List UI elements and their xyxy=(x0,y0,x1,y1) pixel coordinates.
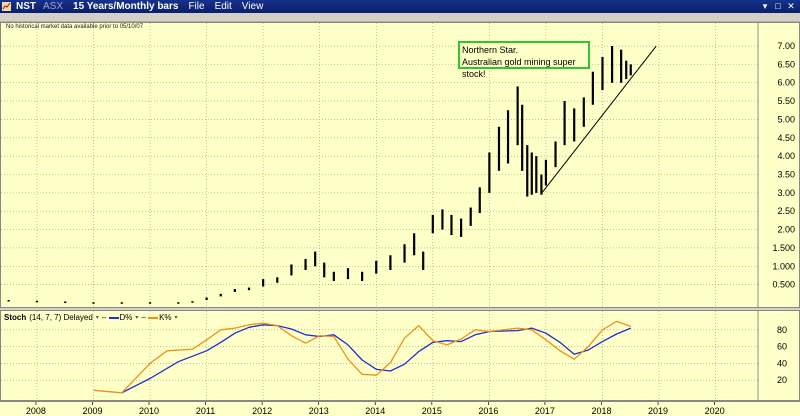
time-tick-label: 2012 xyxy=(252,406,272,416)
d-label: D% xyxy=(119,313,133,322)
time-axis-labels: 2008 2009 2010 2011 2012 2013 2014 2015 2016 2017… xyxy=(26,402,725,416)
time-tick-label: 2010 xyxy=(139,406,159,416)
menu-view[interactable]: View xyxy=(241,1,264,12)
stochastic-panel[interactable]: 20 40 60 80 xyxy=(0,310,800,401)
annotation-line-1: Northern Star. xyxy=(462,45,519,55)
price-tick-label: 2.50 xyxy=(777,206,795,216)
time-tick-label: 2009 xyxy=(82,406,102,416)
price-chart: 0.500 1.000 1.500 2.00 2.50 3.00 3.50 4.00 4.50 5… xyxy=(1,23,795,307)
chart-icon xyxy=(2,2,11,11)
price-tick-label: 3.50 xyxy=(777,170,795,180)
k-line xyxy=(93,320,632,394)
price-tick-label: 6.00 xyxy=(777,78,795,88)
annotation-box[interactable]: Northern Star. Australian gold mining su… xyxy=(458,41,590,79)
annotation-line-2: Australian gold mining super stock! xyxy=(462,57,576,79)
symbol-label[interactable]: NST xyxy=(16,1,36,12)
time-tick-label: 2017 xyxy=(535,406,555,416)
price-tick-label: 2.00 xyxy=(777,225,795,235)
time-tick-label: 2014 xyxy=(365,406,385,416)
time-tick-label: 2015 xyxy=(422,406,442,416)
time-tick-label: 2020 xyxy=(705,406,725,416)
time-tick-label: 2016 xyxy=(478,406,498,416)
window-buttons: ▾ □ ✕ xyxy=(760,1,796,11)
time-tick-label: 2008 xyxy=(26,406,46,416)
price-tick-label: 5.50 xyxy=(777,96,795,106)
stochastic-legend[interactable]: Stoch (14, 7, 7) Delayed ▾ – D% ▾ – K% ▾ xyxy=(4,312,178,323)
menu-file[interactable]: File xyxy=(188,1,205,12)
price-tick-label: 4.50 xyxy=(777,133,795,143)
stoch-tick-label: 20 xyxy=(777,375,787,385)
interval-label[interactable]: 15 Years/Monthly bars xyxy=(73,1,179,12)
title-bar[interactable]: NST ASX 15 Years/Monthly bars File Edit … xyxy=(0,0,800,13)
price-tick-label: 4.00 xyxy=(777,151,795,161)
symbol-area[interactable]: NST ASX 15 Years/Monthly bars xyxy=(0,0,183,13)
stoch-tick-label: 60 xyxy=(777,342,787,352)
data-availability-note: No historical market data available prio… xyxy=(6,24,144,30)
d-line xyxy=(121,324,632,394)
tool-strip xyxy=(0,13,800,22)
price-panel[interactable]: 0.500 1.000 1.500 2.00 2.50 3.00 3.50 4.00 4.50 5… xyxy=(0,22,800,308)
price-tick-label: 7.00 xyxy=(777,41,795,51)
menu-edit[interactable]: Edit xyxy=(214,1,232,12)
dropdown-icon[interactable]: ▾ xyxy=(174,315,178,321)
price-tick-label: 3.00 xyxy=(777,188,795,198)
dropdown-icon[interactable]: ▾ xyxy=(95,315,99,321)
indicator-params: (14, 7, 7) Delayed xyxy=(29,313,93,322)
k-swatch-icon xyxy=(148,316,159,319)
time-axis: 2008 2009 2010 2011 2012 2013 2014 2015 2016 2017… xyxy=(0,401,800,416)
price-tick-label: 1.000 xyxy=(772,261,795,271)
stoch-tick-label: 40 xyxy=(777,358,787,368)
stochastic-chart: 20 40 60 80 xyxy=(1,311,787,400)
price-tick-label: 1.500 xyxy=(772,243,795,253)
close-icon[interactable]: ✕ xyxy=(787,1,795,11)
trendline xyxy=(541,45,657,194)
exchange-label: ASX xyxy=(43,1,64,12)
dropdown-icon[interactable]: ▾ xyxy=(135,315,139,321)
stoch-tick-label: 80 xyxy=(777,325,787,335)
time-tick-label: 2018 xyxy=(591,406,611,416)
k-label: K% xyxy=(159,313,172,322)
time-tick-label: 2011 xyxy=(196,406,215,416)
time-tick-label: 2019 xyxy=(648,406,668,416)
d-swatch-icon xyxy=(108,316,119,319)
pin-icon[interactable]: ▾ xyxy=(762,1,768,11)
price-tick-label: 6.50 xyxy=(777,59,795,69)
indicator-name: Stoch xyxy=(4,313,27,322)
price-tick-label: 0.500 xyxy=(772,280,795,290)
legend-k: – K% xyxy=(141,313,172,322)
price-tick-label: 5.00 xyxy=(777,114,795,124)
legend-d: – D% xyxy=(101,313,133,322)
maximize-icon[interactable]: □ xyxy=(775,1,781,11)
time-tick-label: 2013 xyxy=(309,406,329,416)
